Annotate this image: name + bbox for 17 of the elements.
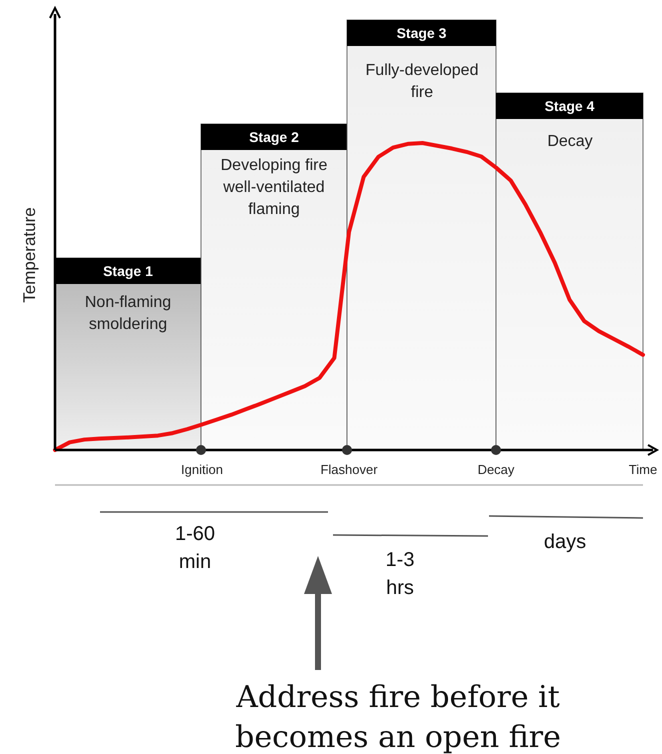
annotation: Non-flaming smoldering — [84, 294, 172, 333]
annotation: Stage 1 — [103, 263, 154, 279]
x-tick-label: Time — [628, 462, 658, 477]
x-tick-label: Flashover — [320, 462, 378, 477]
text: days — [544, 531, 586, 553]
text: Fully-developed fire — [366, 62, 478, 101]
x-tick-label: Ignition — [181, 462, 223, 477]
text: Address fire before it becomes an open fire — [235, 680, 561, 754]
y-axis-title: Temperature — [20, 207, 39, 303]
text: Stage 3 — [396, 25, 447, 41]
text: 1-3 hrs — [386, 549, 414, 599]
annotation: Stage 2 — [249, 129, 300, 145]
text: 1-60 min — [174, 523, 216, 573]
text: Stage 4 — [544, 98, 595, 114]
x-tick-label: Decay — [478, 462, 515, 477]
annotation: Decay — [547, 133, 593, 150]
annotation: Developing fire well-ventilated flaming — [220, 157, 328, 218]
